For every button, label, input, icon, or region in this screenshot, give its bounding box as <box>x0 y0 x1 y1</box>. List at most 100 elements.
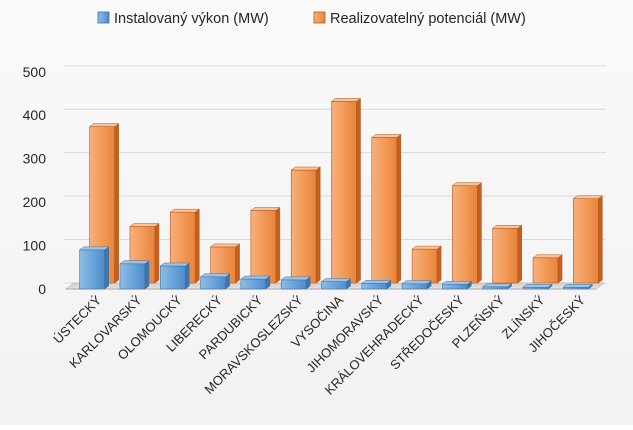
bar-side <box>477 182 482 284</box>
bar <box>522 283 553 290</box>
bar-top <box>532 254 563 259</box>
bar <box>78 246 110 290</box>
bar <box>441 280 473 290</box>
bar-top <box>78 246 110 251</box>
bar-front <box>200 276 226 290</box>
bar <box>532 254 563 284</box>
bar-front <box>522 286 549 290</box>
bar-front <box>452 185 478 284</box>
bar-top <box>159 262 191 267</box>
bar <box>330 97 362 284</box>
legend-swatch-orange <box>313 11 326 24</box>
bar-top <box>441 280 473 285</box>
bar-top <box>330 98 362 102</box>
bar-side <box>356 97 361 284</box>
bar-top <box>209 243 241 248</box>
y-tick-label: 300 <box>23 151 47 167</box>
bar <box>290 166 321 284</box>
bar-top <box>129 223 160 227</box>
bar-front <box>79 249 105 290</box>
bar-front <box>361 283 388 290</box>
bar-top <box>88 123 120 127</box>
bar-top <box>401 280 432 285</box>
bar-front <box>321 281 347 290</box>
bar-top <box>199 273 231 278</box>
legend: Instalovaný výkon (MW) Realizovatelný po… <box>97 11 526 27</box>
bar <box>371 133 402 284</box>
bar <box>481 283 513 290</box>
bar <box>159 262 191 290</box>
bar-top <box>481 283 513 288</box>
bar-front <box>280 279 307 290</box>
bar <box>401 280 432 290</box>
bar-top <box>280 276 311 281</box>
x-axis: ÚSTECKÝKARLOVARSKÝOLOMOUCKÝLIBERECKÝPARD… <box>50 292 588 397</box>
bar-top <box>320 278 352 282</box>
bar-top <box>562 284 594 288</box>
legend-item: Realizovatelný potenciál (MW) <box>313 11 526 27</box>
bars <box>78 97 604 290</box>
bar-front <box>442 283 468 290</box>
bar-top <box>572 195 604 199</box>
bar-side <box>114 123 119 284</box>
bar-side <box>517 224 522 284</box>
legend-swatch-blue <box>97 11 110 24</box>
bar-top <box>522 284 553 288</box>
y-tick-label: 400 <box>23 107 47 123</box>
bar <box>199 273 231 290</box>
bar <box>411 245 442 284</box>
bar-front <box>482 286 509 290</box>
y-tick-label: 500 <box>23 64 47 80</box>
bar <box>280 276 311 290</box>
bar-front <box>532 257 559 284</box>
bar <box>119 260 150 290</box>
bar-side <box>436 245 442 284</box>
bar <box>250 206 281 284</box>
bar-front <box>563 286 589 290</box>
bar-side <box>396 133 402 284</box>
bar-front <box>250 210 277 284</box>
bar-side <box>185 262 190 290</box>
bar-side <box>195 208 200 284</box>
bar-front <box>492 227 519 284</box>
bar <box>361 279 392 290</box>
y-tick-label: 100 <box>23 238 47 254</box>
bar-top <box>290 166 321 171</box>
x-tick-label: STŘEDOČESKÝ <box>387 292 467 372</box>
bar <box>572 195 604 284</box>
bar-top <box>119 260 150 265</box>
bar-side <box>154 223 160 284</box>
bar <box>491 224 523 284</box>
bar-top <box>361 280 392 284</box>
bar-side <box>275 206 281 284</box>
y-tick-label: 0 <box>38 281 46 297</box>
legend-label: Instalovaný výkon (MW) <box>114 11 269 27</box>
x-tick-label: KARLOVARSKÝ <box>66 292 145 371</box>
bar-side <box>235 243 240 284</box>
bar-top <box>250 207 281 211</box>
y-axis: 0 100 200 300 400 500 <box>23 64 47 297</box>
bar <box>451 182 483 284</box>
bar <box>320 278 352 290</box>
bar-top <box>411 245 442 250</box>
bar-front <box>401 283 428 290</box>
bar <box>240 275 271 290</box>
bar-side <box>144 260 150 290</box>
bar-top <box>371 134 402 138</box>
y-tick-label: 200 <box>23 194 47 210</box>
bar-top <box>491 225 523 229</box>
bar-front <box>331 101 357 284</box>
bar-front <box>371 137 398 284</box>
bar-front <box>240 278 267 290</box>
bar <box>562 283 594 290</box>
bar-front <box>119 263 146 290</box>
bar-front <box>411 248 438 284</box>
bar-front <box>290 169 317 284</box>
bar-front <box>159 265 186 290</box>
bar-top <box>451 182 483 186</box>
bar-side <box>557 254 563 284</box>
bar-top <box>169 208 201 213</box>
bar-side <box>315 166 321 284</box>
legend-item: Instalovaný výkon (MW) <box>97 11 269 27</box>
